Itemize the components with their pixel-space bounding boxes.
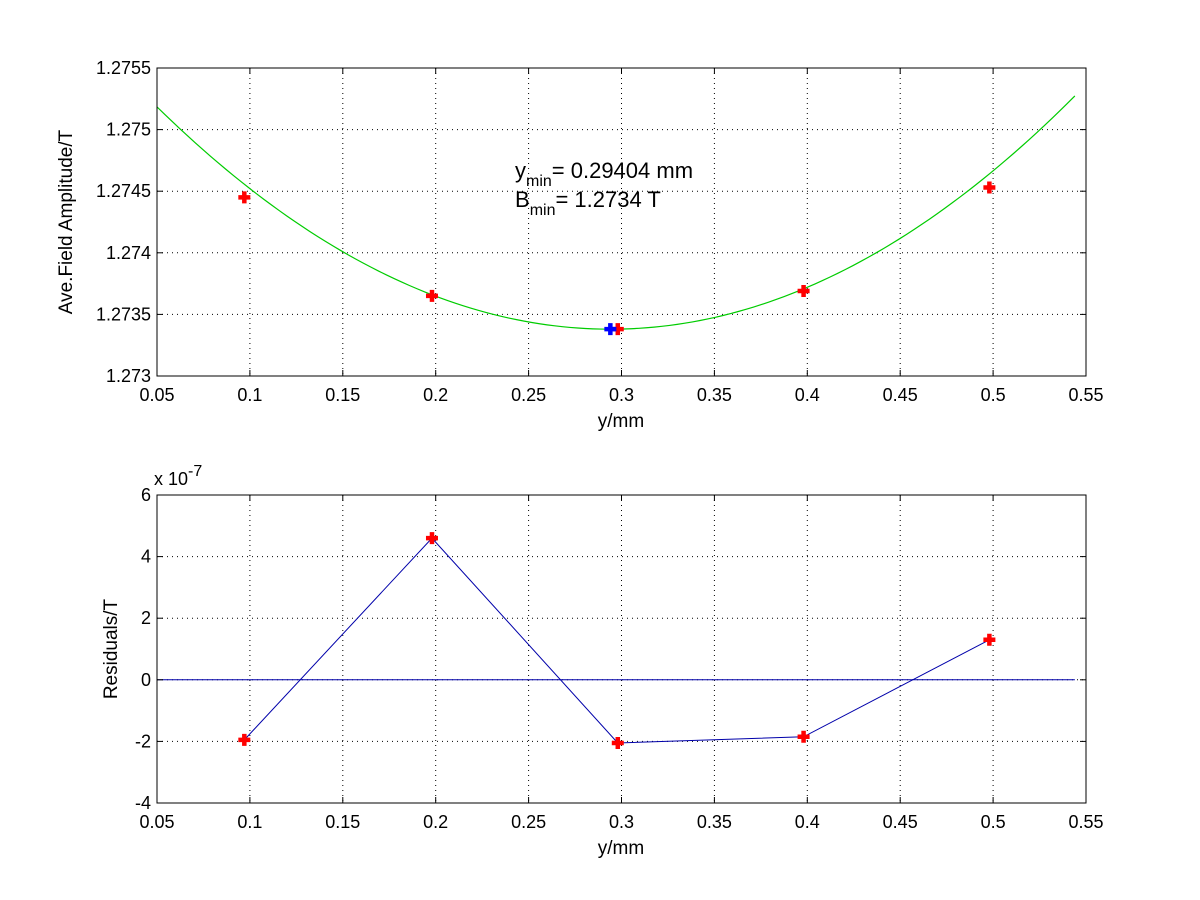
y-tick-label: 1.2745 <box>96 181 151 201</box>
x-tick-label: 0.25 <box>511 812 546 832</box>
x-tick-label: 0.1 <box>237 812 262 832</box>
y-tick-label: 1.275 <box>106 120 151 140</box>
annotation-bmin-var: B <box>515 187 530 212</box>
y-tick-label: 4 <box>141 547 151 567</box>
x-tick-label: 0.35 <box>697 385 732 405</box>
annotation-ymin: ymin= 0.29404 mm <box>515 158 693 190</box>
residuals-plot: 0.05 0.1 0.15 0.2 0.25 0.3 0.35 0.4 0.45 0.5 0.55 -… <box>101 463 1104 859</box>
x-tick-label: 0.35 <box>697 812 732 832</box>
y-tick-label: 6 <box>141 485 151 505</box>
axis-exponent-power: -7 <box>188 463 202 480</box>
annotation-bmin-value: = 1.2734 T <box>555 187 660 212</box>
x-tick-label: 0.55 <box>1068 812 1103 832</box>
data-point-marker <box>983 181 996 194</box>
x-tick-label: 0.55 <box>1068 385 1103 405</box>
annotation-ymin-var: y <box>515 158 526 183</box>
x-axis-label: y/mm <box>598 838 644 859</box>
axis-exponent-base: x 10 <box>154 469 188 489</box>
x-tick-label: 0.4 <box>795 385 820 405</box>
plot-series <box>156 95 1076 336</box>
data-point-marker <box>425 532 438 545</box>
annotation-bmin: Bmin= 1.2734 T <box>515 187 661 219</box>
annotation-bmin-sub: min <box>530 202 556 219</box>
x-tick-label: 0.5 <box>981 385 1006 405</box>
x-tick-label: 0.05 <box>139 385 174 405</box>
data-point-marker <box>425 289 438 302</box>
x-axis-label: y/mm <box>598 411 644 432</box>
y-tick-label: 1.273 <box>106 366 151 386</box>
x-tick-label: 0.1 <box>237 385 262 405</box>
tick-labels: 0.05 0.1 0.15 0.2 0.25 0.3 0.35 0.4 0.45 0.5 0.55 -… <box>135 485 1104 832</box>
data-point-marker <box>797 730 810 743</box>
x-tick-label: 0.3 <box>609 812 634 832</box>
y-tick-label: -4 <box>135 793 151 813</box>
x-tick-label: 0.15 <box>325 385 360 405</box>
y-tick-label: -2 <box>135 731 151 751</box>
y-tick-label: 1.2755 <box>96 58 151 78</box>
tick-labels: 0.05 0.1 0.15 0.2 0.25 0.3 0.35 0.4 0.45 0.5 0.55 1… <box>96 58 1104 405</box>
y-axis-label: Residuals/T <box>101 598 122 699</box>
y-axis-label: Ave.Field Amplitude/T <box>56 129 77 314</box>
data-point-marker <box>983 633 996 646</box>
plot-series <box>157 532 1075 749</box>
x-tick-label: 0.2 <box>423 385 448 405</box>
x-tick-label: 0.4 <box>795 812 820 832</box>
y-tick-label: 1.2735 <box>96 304 151 324</box>
x-tick-label: 0.25 <box>511 385 546 405</box>
x-tick-label: 0.3 <box>609 385 634 405</box>
data-point-marker <box>238 191 251 204</box>
y-tick-label: 1.274 <box>106 243 151 263</box>
y-tick-label: 2 <box>141 608 151 628</box>
x-tick-label: 0.15 <box>325 812 360 832</box>
x-tick-label: 0.45 <box>883 812 918 832</box>
minimum-point-marker <box>604 323 617 336</box>
annotation-ymin-sub: min <box>526 173 552 190</box>
data-point-marker <box>797 284 810 297</box>
axis-exponent: x 10-7 <box>154 463 202 489</box>
x-tick-label: 0.5 <box>981 812 1006 832</box>
x-tick-label: 0.45 <box>883 385 918 405</box>
data-point-marker <box>238 733 251 746</box>
x-tick-label: 0.2 <box>423 812 448 832</box>
field-amplitude-plot: 0.05 0.1 0.15 0.2 0.25 0.3 0.35 0.4 0.45 0.5 0.55 1… <box>56 58 1104 432</box>
annotation-ymin-value: = 0.29404 mm <box>552 158 693 183</box>
x-tick-label: 0.05 <box>139 812 174 832</box>
y-tick-label: 0 <box>141 670 151 690</box>
data-point-marker <box>611 736 624 749</box>
